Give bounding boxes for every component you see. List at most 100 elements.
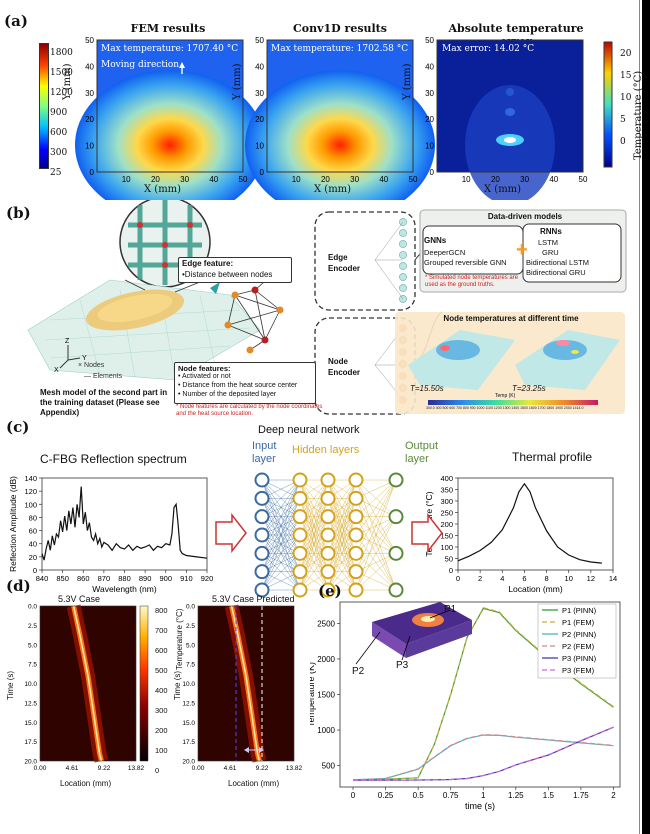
page-edge-line — [639, 0, 640, 834]
temp-chart-ytick-label: 1000 — [317, 726, 335, 735]
heat-ytick-label: 5.0 — [28, 642, 37, 649]
temp-chart-xtick-label: 1 — [481, 791, 486, 800]
heat-xtick-label: 0.00 — [192, 765, 205, 772]
moving-direction-arrow-icon — [179, 62, 185, 68]
edge-encoder-label: Edge Encoder — [328, 253, 361, 273]
nn-connection — [327, 479, 357, 517]
panel-a-letter: (a) — [4, 12, 28, 30]
nn-connection — [261, 479, 301, 536]
nn-neuron — [254, 582, 270, 598]
spectrum-xtick-label: 850 — [56, 574, 69, 583]
nn-connection — [355, 516, 397, 572]
input-layer-label: Input layer — [252, 440, 277, 465]
panel-d-letter: (d) — [6, 577, 31, 595]
rnn-item-2: GRU — [542, 248, 559, 257]
legend-label: P3 (PINN) — [562, 654, 597, 663]
thermal-title: Thermal profile — [512, 450, 593, 464]
heat-ytick-label: 2.5 — [28, 623, 37, 630]
nn-connection — [327, 479, 357, 536]
map-ytick-label: 30 — [85, 89, 94, 98]
spectrum-frame — [41, 477, 208, 571]
nn-neuron — [348, 509, 364, 525]
heatmap-title-1: 5.3V Case — [58, 594, 101, 604]
svg-text:Z: Z — [65, 338, 70, 345]
legend-label: P2 (PINN) — [562, 630, 597, 639]
dnn-title: Deep neural network — [258, 424, 360, 436]
heat-ytick-label: 20.0 — [182, 759, 195, 766]
map-ytick-label: 10 — [425, 142, 434, 151]
heat-xtick-label: 4.61 — [66, 765, 79, 772]
map-ytick-label: 10 — [85, 142, 94, 151]
gnn-item-1: DeeperGCN — [424, 248, 466, 257]
nn-connection — [261, 534, 301, 591]
edge-feature-box: Edge feature: •Distance between nodes — [178, 257, 292, 283]
heat-ytick-label: 17.5 — [24, 739, 37, 746]
nn-neuron — [254, 564, 270, 580]
nn-neuron — [254, 509, 270, 525]
thermal-ytick-label: 400 — [440, 474, 453, 483]
map-ytick-label: 50 — [255, 36, 264, 45]
thermal-ytick-label: 100 — [440, 543, 453, 552]
nn-neuron — [388, 509, 404, 525]
nn-neuron — [388, 545, 404, 561]
spectrum-xtick-label: 860 — [77, 574, 90, 583]
nn-connection — [261, 516, 301, 591]
temp-chart-xlabel: time (s) — [465, 801, 495, 811]
nn-connection — [327, 479, 357, 554]
nn-neuron — [292, 509, 308, 525]
temp-chart-series-line-3 — [352, 734, 614, 781]
moving-direction-annotation: Moving direction — [101, 60, 180, 70]
thermal-series-line-0 — [457, 482, 602, 564]
nn-neuron — [388, 582, 404, 598]
temp-chart-series-line-5 — [353, 726, 614, 781]
heat-ytick-label: 7.5 — [28, 662, 37, 669]
heat-ytick-label: 0.0 — [186, 604, 195, 611]
nn-neuron — [348, 527, 364, 543]
nn-connection — [299, 479, 329, 536]
colorbar-right-ticks: 20 15 10 5 0 — [620, 49, 632, 147]
thermal-ytick-label: 300 — [440, 497, 453, 506]
panel-c-letter: (c) — [6, 418, 30, 436]
map-title-fem: FEM results — [130, 22, 206, 35]
temp-chart-ytick-label: 500 — [322, 762, 336, 771]
legend-label: P1 (PINN) — [562, 606, 597, 615]
thermal-frame — [457, 477, 614, 571]
map-xtick-label: 10 — [462, 175, 471, 184]
map-ytick-label: 0 — [90, 168, 95, 177]
a-xlabel-1: X (mm) — [144, 184, 182, 195]
inset-3d-part — [355, 602, 472, 665]
thermal-ytick-label: 200 — [440, 520, 453, 529]
output-layer-label: Output layer — [405, 440, 439, 465]
heat-xtick-label: 9.22 — [256, 765, 269, 772]
nn-connection — [327, 516, 357, 591]
probe-label-p2: P2 — [352, 666, 365, 677]
heat-streak-peak — [230, 605, 261, 762]
nn-neuron — [320, 509, 336, 525]
thermal-xtick-label: 0 — [456, 574, 460, 583]
map-ytick-label: 40 — [255, 62, 264, 71]
thermal-xtick-label: 6 — [522, 574, 526, 583]
nn-neuron — [320, 545, 336, 561]
a-xlabel-2: X (mm) — [314, 184, 352, 195]
map-ytick-label: 50 — [85, 36, 94, 45]
map-xtick-label: 30 — [180, 175, 189, 184]
nn-neuron — [292, 545, 308, 561]
nn-neuron — [254, 472, 270, 488]
gnn-item-2: Grouped reversible GNN — [424, 258, 507, 267]
nn-neuron — [292, 490, 308, 506]
spectrum-xtick-label: 920 — [201, 574, 214, 583]
thermal-ytick-label: 350 — [440, 486, 453, 495]
nn-connection — [355, 553, 397, 591]
nn-neuron — [292, 564, 308, 580]
thermal-xtick-label: 12 — [587, 574, 595, 583]
thermal-ytick-label: 250 — [440, 509, 453, 518]
map-xtick-label: 10 — [122, 175, 131, 184]
map-xtick-label: 40 — [379, 175, 388, 184]
panel-c-charts: 840 850 860 870 880 890 900 910 9200204060801001… — [8, 472, 617, 598]
gnn-title: GNNs — [424, 236, 447, 245]
spectrum-xtick-label: 900 — [159, 574, 172, 583]
mesh-caption: Mesh model of the second part in the tra… — [40, 388, 168, 417]
nn-connection — [355, 479, 397, 517]
spectrum-ytick-label: 20 — [29, 553, 37, 562]
temp-chart-xtick-label: 2 — [611, 791, 616, 800]
